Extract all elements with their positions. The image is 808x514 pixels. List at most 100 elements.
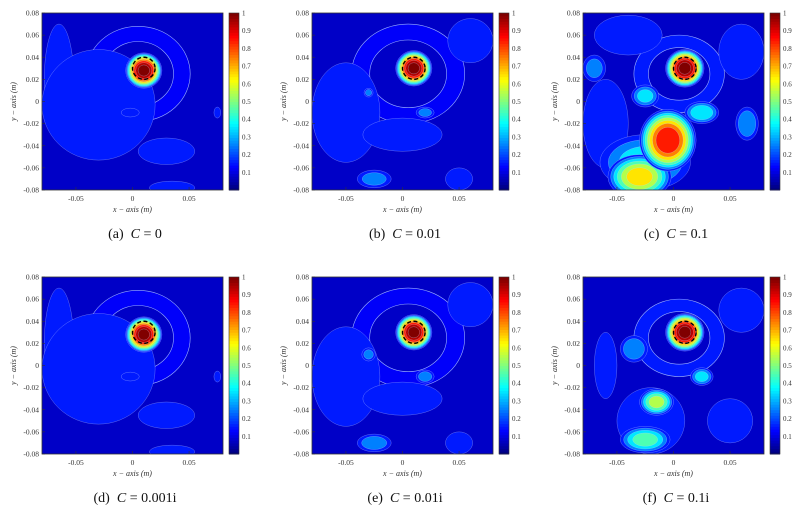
colorbar-tick-label: 0.8 — [242, 45, 251, 53]
colorbar-segment — [229, 120, 239, 125]
colorbar-segment — [770, 329, 780, 333]
contour-level — [586, 58, 603, 78]
colorbar-segment — [770, 90, 780, 94]
colorbar-segment — [229, 412, 239, 416]
colorbar-segment — [499, 357, 509, 361]
y-tick-label: 0.08 — [567, 9, 580, 18]
colorbar-segment — [229, 101, 239, 105]
subfigure-caption: (c) C = 0.1 — [541, 227, 808, 243]
colorbar-tick-label: 0.9 — [242, 27, 251, 35]
colorbar-segment — [770, 437, 780, 441]
colorbar-segment — [499, 354, 509, 358]
colorbar-segment — [770, 395, 780, 400]
colorbar-segment — [770, 401, 780, 405]
colorbar-segment — [229, 335, 239, 339]
contour-level — [149, 180, 195, 190]
colorbar-segment — [229, 368, 239, 372]
y-tick-label: 0 — [35, 97, 39, 106]
colorbar-tick-label: 0.9 — [242, 291, 251, 299]
colorbar-segment — [499, 426, 509, 430]
colorbar-segment — [229, 151, 239, 155]
contour-level — [363, 349, 374, 360]
plot-area — [312, 277, 493, 454]
colorbar-segment — [770, 390, 780, 394]
colorbar-segment — [229, 126, 239, 130]
colorbar-segment — [770, 93, 780, 97]
colorbar-segment — [499, 398, 509, 402]
colorbar-segment — [499, 51, 509, 55]
colorbar-segment — [229, 359, 239, 364]
y-tick-label: 0.08 — [567, 273, 580, 282]
colorbar-segment — [770, 318, 780, 322]
colorbar-segment — [499, 390, 509, 394]
colorbar-segment — [770, 412, 780, 416]
colorbar-segment — [499, 115, 509, 119]
colorbar-segment — [770, 282, 780, 286]
x-axis-label: x − axis (m) — [112, 205, 152, 214]
colorbar-segment — [229, 329, 239, 333]
colorbar-segment — [229, 290, 239, 295]
colorbar-tick-label: 0.3 — [242, 397, 251, 405]
colorbar-segment — [229, 401, 239, 405]
contour-level — [120, 371, 140, 382]
colorbar-segment — [770, 101, 780, 105]
colorbar-segment — [229, 357, 239, 361]
colorbar-segment — [499, 176, 509, 180]
colorbar-segment — [499, 285, 509, 289]
colorbar-segment — [499, 162, 509, 166]
colorbar-tick-label: 0.2 — [783, 151, 792, 159]
colorbar-segment — [770, 351, 780, 355]
colorbar-segment — [499, 434, 509, 438]
contour-level — [632, 432, 658, 447]
colorbar-segment — [499, 87, 509, 91]
colorbar-segment — [229, 98, 239, 102]
colorbar-segment — [770, 440, 780, 444]
colorbar-segment — [229, 343, 239, 347]
colorbar-box — [498, 12, 510, 191]
colorbar-tick-label: 0.4 — [783, 380, 792, 388]
colorbar-segment — [499, 29, 509, 33]
colorbar-segment — [770, 371, 780, 375]
caption-variable: C — [663, 491, 677, 506]
colorbar-segment — [499, 346, 509, 350]
colorbar-segment — [229, 387, 239, 391]
colorbar-segment — [770, 165, 780, 169]
colorbar-segment — [229, 170, 239, 174]
contour-plot: -0.05 0 0.05 0.08 0.06 0.04 0.02 0 -0.02 -0.04 -0.… — [550, 273, 792, 479]
contour-level — [594, 332, 618, 399]
y-tick-label: 0.04 — [26, 53, 39, 62]
colorbar-tick-label: 1 — [512, 10, 516, 18]
colorbar-tick-label: 0.4 — [512, 116, 521, 124]
x-tick-label: 0 — [401, 458, 405, 467]
contour-level — [120, 107, 140, 118]
contour-level — [445, 167, 473, 190]
contour-level — [447, 282, 493, 327]
y-tick-label: 0.08 — [296, 273, 309, 282]
colorbar-segment — [229, 426, 239, 430]
colorbar-segment — [499, 156, 509, 161]
colorbar-segment — [770, 76, 780, 80]
colorbar-segment — [770, 137, 780, 141]
y-tick-label: 0.06 — [26, 295, 39, 304]
y-tick-label: -0.04 — [564, 141, 580, 150]
x-tick-label: 0.05 — [183, 194, 196, 203]
contour-level — [707, 398, 753, 444]
contour-level — [678, 326, 692, 339]
colorbar-segment — [770, 310, 780, 314]
colorbar-segment — [770, 156, 780, 161]
colorbar-segment — [499, 376, 509, 380]
colorbar-segment — [229, 340, 239, 344]
colorbar-segment — [229, 346, 239, 350]
caption-value: = 0.01 — [405, 227, 442, 242]
subfigure-f: -0.05 0 0.05 0.08 0.06 0.04 0.02 0 -0.02 -0.04 -0.… — [541, 264, 808, 514]
colorbar-segment — [770, 170, 780, 174]
colorbar-tick-label: 0.7 — [783, 63, 792, 71]
colorbar-segment — [229, 62, 239, 67]
caption-label: (d) — [93, 491, 117, 506]
colorbar-segment — [770, 46, 780, 50]
colorbar-segment — [229, 362, 239, 366]
subfigure-caption: (e) C = 0.01i — [270, 491, 540, 507]
colorbar-segment — [499, 404, 509, 408]
colorbar-segment — [229, 285, 239, 289]
colorbar-segment — [770, 418, 780, 422]
